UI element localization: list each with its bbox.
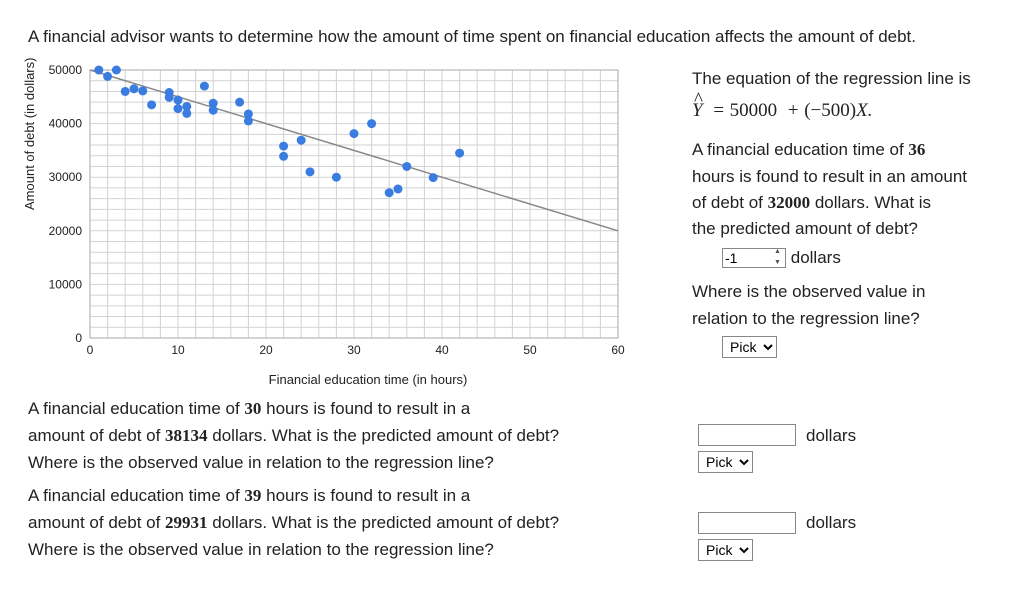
q4-line1: A financial education time of 39 hours i… bbox=[28, 482, 996, 509]
q1-l2a: of debt of bbox=[692, 193, 768, 212]
problem-intro: A financial advisor wants to determine h… bbox=[28, 24, 996, 50]
svg-text:0: 0 bbox=[87, 343, 94, 357]
q4-input[interactable] bbox=[698, 512, 796, 534]
q4-line3: Where is the observed value in relation … bbox=[28, 536, 996, 563]
side-column: The equation of the regression line is Y… bbox=[692, 60, 996, 361]
q2-l2: relation to the regression line? bbox=[692, 309, 920, 328]
svg-text:0: 0 bbox=[75, 331, 82, 345]
q3-line1: A financial education time of 30 hours i… bbox=[28, 395, 996, 422]
svg-text:60: 60 bbox=[611, 343, 625, 357]
svg-text:20: 20 bbox=[259, 343, 273, 357]
q3-unit: dollars bbox=[806, 422, 856, 449]
q2-l1: Where is the observed value in bbox=[692, 282, 925, 301]
svg-text:20000: 20000 bbox=[49, 223, 83, 237]
q1-input[interactable] bbox=[722, 248, 786, 268]
q4-amount: 29931 bbox=[165, 513, 208, 532]
q3-line3: Where is the observed value in relation … bbox=[28, 449, 996, 476]
eq-intercept: 50000 bbox=[730, 100, 778, 121]
q2-select[interactable]: Pick bbox=[722, 336, 777, 358]
q4-unit: dollars bbox=[806, 509, 856, 536]
q4-select[interactable]: Pick bbox=[698, 539, 753, 561]
q3-line2: amount of debt of 38134 dollars. What is… bbox=[28, 422, 996, 449]
svg-text:50000: 50000 bbox=[49, 63, 83, 77]
q1-text: A financial education time of 36 hours i… bbox=[692, 137, 996, 242]
q2-text: Where is the observed value in relation … bbox=[692, 279, 996, 332]
q4-line2: amount of debt of 29931 dollars. What is… bbox=[28, 509, 996, 536]
svg-text:10: 10 bbox=[171, 343, 185, 357]
svg-text:10000: 10000 bbox=[49, 277, 83, 291]
q4-hours: 39 bbox=[244, 486, 261, 505]
q1-l1a: A financial education time of bbox=[692, 140, 908, 159]
q1-l3: the predicted amount of debt? bbox=[692, 219, 918, 238]
regression-equation: Y^ = 50000 + (−500)X. bbox=[692, 96, 996, 125]
q1-l2b: dollars. What is bbox=[810, 193, 931, 212]
eq-var: X bbox=[856, 100, 868, 121]
q3-select[interactable]: Pick bbox=[698, 451, 753, 473]
regression-intro: The equation of the regression line is bbox=[692, 66, 996, 92]
q1-answer-row: ▲▼ dollars bbox=[722, 245, 996, 272]
svg-text:40000: 40000 bbox=[49, 116, 83, 130]
q3-amount: 38134 bbox=[165, 426, 208, 445]
svg-text:40: 40 bbox=[435, 343, 449, 357]
q3-hours: 30 bbox=[244, 399, 261, 418]
x-axis-label: Financial education time (in hours) bbox=[68, 372, 668, 387]
q1-hours: 36 bbox=[908, 140, 925, 159]
svg-text:50: 50 bbox=[523, 343, 537, 357]
eq-slope: (−500) bbox=[804, 100, 856, 121]
bottom-block: A financial education time of 30 hours i… bbox=[28, 395, 996, 564]
q1-unit: dollars bbox=[791, 248, 841, 267]
q1-l1b: hours is found to result in an amount bbox=[692, 167, 967, 186]
q3-input[interactable] bbox=[698, 424, 796, 446]
svg-text:30: 30 bbox=[347, 343, 361, 357]
chart-column: Amount of debt (in dollars) 010203040506… bbox=[28, 60, 668, 387]
q1-amount: 32000 bbox=[768, 193, 811, 212]
main-row: Amount of debt (in dollars) 010203040506… bbox=[28, 60, 996, 387]
svg-text:30000: 30000 bbox=[49, 170, 83, 184]
y-axis-label: Amount of debt (in dollars) bbox=[22, 57, 37, 209]
scatter-chart: 0 10 20 30 40 50 60 0 10000 20000 30000 40000 50000 bbox=[28, 60, 628, 370]
